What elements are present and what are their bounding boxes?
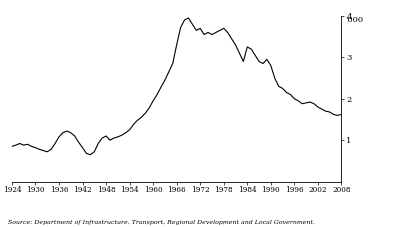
Text: Source: Department of Infrastructure, Transport, Regional Development and Local : Source: Department of Infrastructure, Tr… [8, 220, 315, 225]
Text: '000: '000 [345, 16, 363, 24]
